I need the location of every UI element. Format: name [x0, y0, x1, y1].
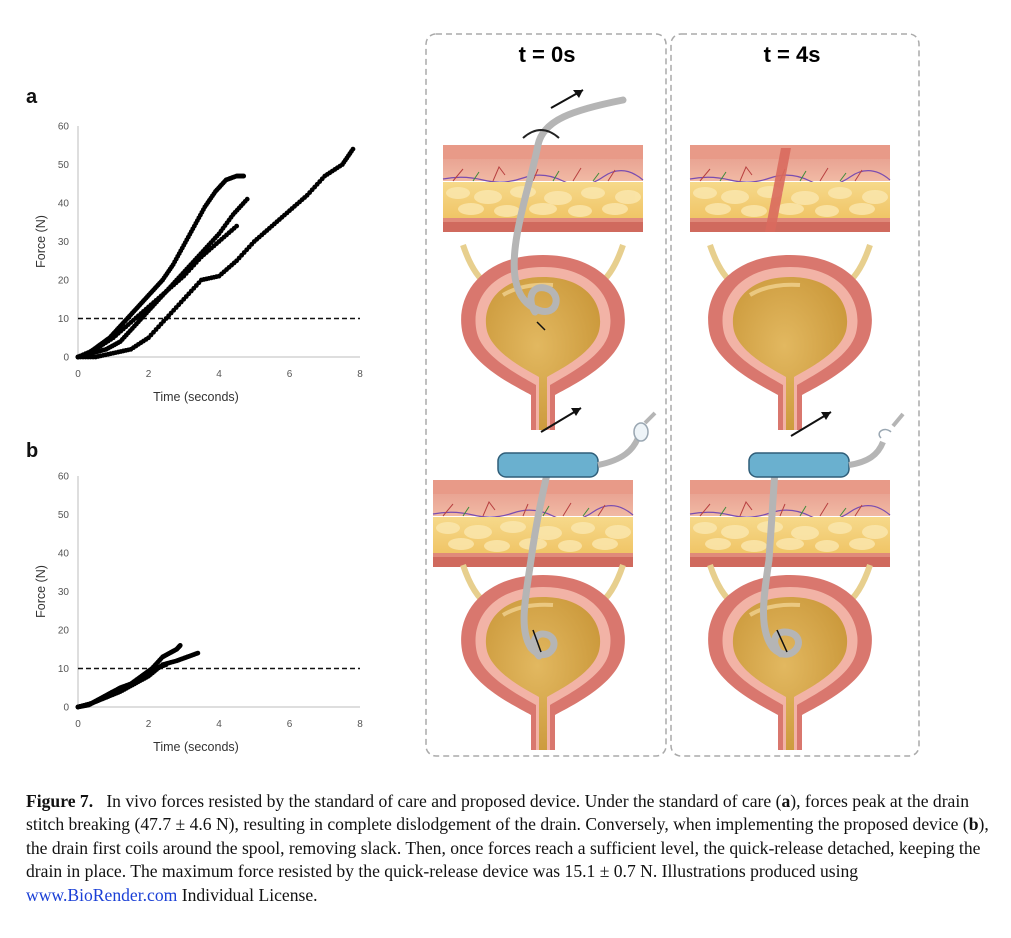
caption-label: Figure 7.: [26, 791, 94, 811]
y-tick-label: 20: [58, 276, 70, 287]
y-tick-label: 60: [58, 122, 70, 133]
x-tick-label: 6: [287, 719, 293, 730]
biorender-link[interactable]: www.BioRender.com: [26, 884, 178, 905]
x-tick-label: 8: [357, 719, 363, 730]
x-tick-label: 6: [287, 369, 293, 380]
column-box-t4: [670, 33, 920, 757]
data-point-series-3: [163, 662, 169, 668]
y-tick-label: 10: [58, 664, 70, 675]
data-point-series-4: [234, 223, 240, 229]
figure-caption: Figure 7. In vivo forces resisted by the…: [26, 790, 1001, 907]
y-tick-label: 60: [58, 472, 70, 483]
x-tick-label: 0: [75, 369, 81, 380]
x-tick-label: 4: [216, 369, 222, 380]
data-point-series-1: [177, 643, 183, 648]
y-tick-label: 50: [58, 510, 70, 521]
y-tick-label: 0: [63, 353, 69, 364]
caption-text-1: In vivo forces resisted by the standard …: [106, 791, 782, 811]
y-axis-label: Force (N): [34, 215, 48, 268]
y-tick-label: 40: [58, 199, 70, 210]
scene-standard-t0: [442, 89, 644, 430]
scene-standard-t4: [689, 144, 891, 430]
y-tick-label: 50: [58, 160, 70, 171]
caption-bold-a: a: [781, 791, 791, 811]
data-point-series-2: [244, 196, 250, 202]
y-tick-label: 30: [58, 587, 70, 598]
x-axis-label: Time (seconds): [153, 740, 239, 754]
chart-a: 0 10 20 30 40 50 60 0 2 4 6 8 Time (seconds) Force (N…: [34, 122, 363, 405]
caption-text-3: ), the drain first coils around the spoo…: [26, 814, 989, 882]
chart-b: 0 10 20 30 40 50 60 0 2 4 6 8 Time (seconds) Force (N…: [34, 472, 363, 755]
x-tick-label: 0: [75, 719, 81, 730]
caption-bold-b: b: [968, 814, 979, 835]
y-axis-label: Force (N): [34, 565, 48, 618]
panel-a-letter: a: [26, 86, 38, 108]
y-tick-label: 10: [58, 314, 70, 325]
caption-text-2: ), forces peak at the drain stitch break…: [26, 791, 970, 835]
data-point-series-1: [241, 173, 247, 179]
column-box-t0: [425, 33, 667, 757]
illustration: t = 0s t = 4s: [425, 33, 920, 757]
x-tick-label: 8: [357, 369, 363, 380]
x-tick-label: 2: [146, 719, 152, 730]
x-axis-label: Time (seconds): [153, 390, 239, 404]
x-tick-label: 2: [146, 369, 152, 380]
data-point-series-2: [195, 650, 201, 656]
x-tick-label: 4: [216, 719, 222, 730]
data-point-series-3: [350, 146, 356, 152]
caption-text-4: Individual License.: [177, 884, 318, 905]
col-title-t0: t = 0s: [519, 42, 576, 67]
y-tick-label: 20: [58, 626, 70, 637]
panel-b-letter: b: [26, 440, 39, 462]
scene-device-t4: [689, 411, 905, 750]
col-title-t4: t = 4s: [764, 42, 821, 67]
y-tick-label: 0: [63, 703, 69, 714]
scene-device-t0: [432, 407, 657, 750]
y-tick-label: 30: [58, 237, 70, 248]
y-tick-label: 40: [58, 549, 70, 560]
